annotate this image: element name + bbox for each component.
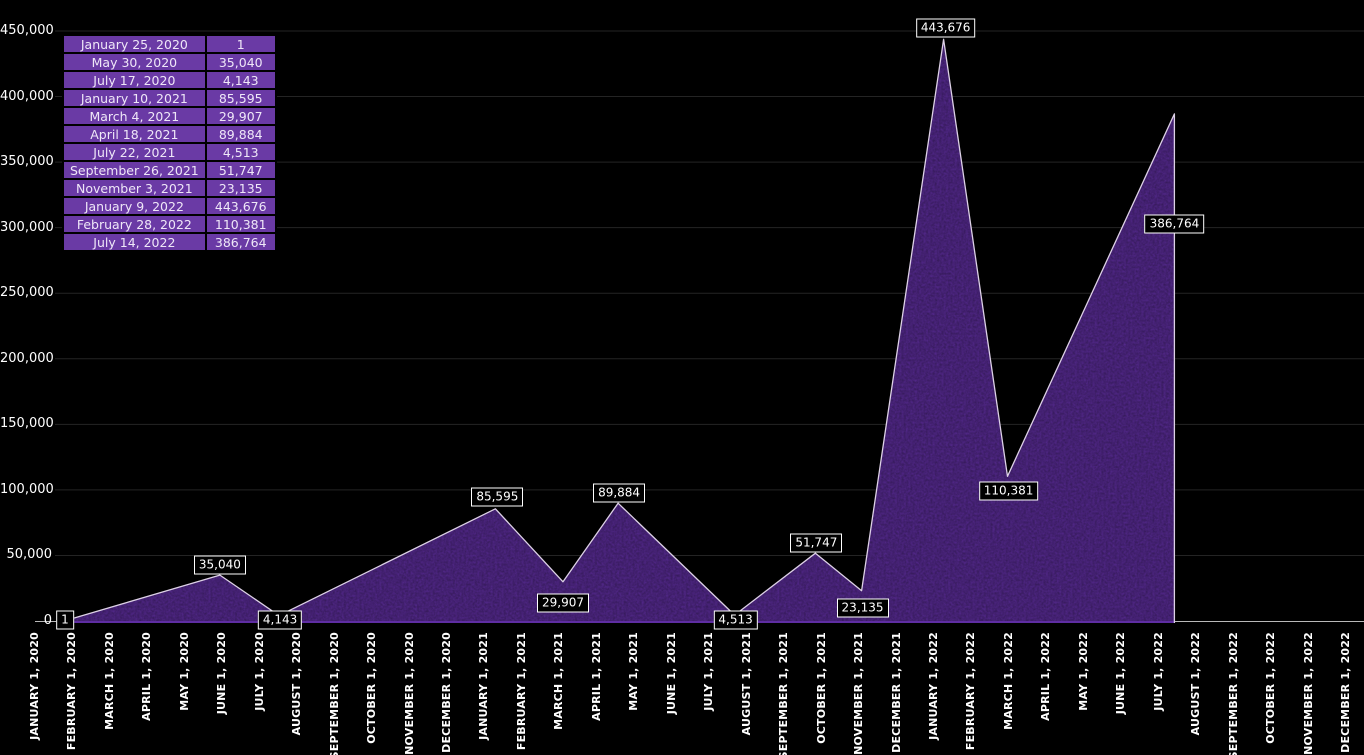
x-tick-label: SEPTEMBER 1, 2022 xyxy=(1226,632,1240,755)
table-row: March 4, 2021 29,907 xyxy=(62,106,277,126)
x-tick-label: MAY 1, 2020 xyxy=(177,632,191,711)
x-tick-label: AUGUST 1, 2021 xyxy=(739,632,753,736)
table-row: September 26, 2021 51,747 xyxy=(62,160,277,180)
x-tick-label: OCTOBER 1, 2022 xyxy=(1264,632,1278,744)
table-cell-date: January 25, 2020 xyxy=(62,34,207,54)
y-tick-label: 50,000 xyxy=(6,547,53,563)
y-tick-label: 400,000 xyxy=(0,88,54,104)
x-tick-label: MARCH 1, 2022 xyxy=(1001,632,1015,730)
x-tick-label: FEBRUARY 1, 2022 xyxy=(964,632,978,751)
data-point-label: 35,040 xyxy=(193,555,246,575)
data-point-label: 23,135 xyxy=(836,598,889,618)
y-tick-label: 150,000 xyxy=(0,416,54,432)
x-tick-label: JULY 1, 2022 xyxy=(1151,632,1165,711)
table-row: July 14, 2022 386,764 xyxy=(62,232,277,252)
data-point-label: 89,884 xyxy=(593,483,646,503)
table-cell-value: 51,747 xyxy=(204,160,277,180)
table-cell-date: July 17, 2020 xyxy=(62,70,207,90)
x-tick-label: JUNE 1, 2022 xyxy=(1114,632,1128,715)
data-point-label: 4,143 xyxy=(257,610,303,630)
data-point-label: 443,676 xyxy=(915,18,976,38)
table-cell-value: 4,513 xyxy=(204,142,277,162)
x-tick-label: FEBRUARY 1, 2021 xyxy=(514,632,528,751)
table-row: May 30, 2020 35,040 xyxy=(62,52,277,72)
x-tick-label: AUGUST 1, 2022 xyxy=(1189,632,1203,736)
x-tick-label: MAY 1, 2022 xyxy=(1076,632,1090,711)
y-tick-label: 300,000 xyxy=(0,219,54,235)
table-cell-date: July 22, 2021 xyxy=(62,142,207,162)
x-tick-label: JANUARY 1, 2021 xyxy=(477,632,491,740)
table-cell-value: 386,764 xyxy=(204,232,277,252)
table-cell-value: 443,676 xyxy=(204,196,277,216)
table-cell-value: 35,040 xyxy=(204,52,277,72)
x-tick-label: JUNE 1, 2021 xyxy=(664,632,678,715)
x-tick-label: APRIL 1, 2020 xyxy=(140,632,154,721)
table-cell-value: 23,135 xyxy=(204,178,277,198)
y-tick-label: 350,000 xyxy=(0,154,54,170)
data-point-label: 51,747 xyxy=(790,533,843,553)
x-tick-label: AUGUST 1, 2020 xyxy=(290,632,304,736)
x-tick-label: JULY 1, 2021 xyxy=(702,632,716,711)
table-cell-date: January 10, 2021 xyxy=(62,88,207,108)
table-cell-date: April 18, 2021 xyxy=(62,124,207,144)
table-cell-date: January 9, 2022 xyxy=(62,196,207,216)
x-tick-label: NOVEMBER 1, 2022 xyxy=(1301,632,1315,755)
x-tick-label: JANUARY 1, 2020 xyxy=(28,632,41,740)
data-point-label: 1 xyxy=(56,610,74,630)
table-row: July 22, 2021 4,513 xyxy=(62,142,277,162)
table-row: January 9, 2022 443,676 xyxy=(62,196,277,216)
table-cell-date: May 30, 2020 xyxy=(62,52,207,72)
data-table: January 25, 2020 1 May 30, 2020 35,040 July … xyxy=(62,34,277,252)
data-point-label: 4,513 xyxy=(713,610,758,630)
y-tick-label: 250,000 xyxy=(0,285,54,301)
table-cell-value: 29,907 xyxy=(204,106,277,126)
x-tick-label: SEPTEMBER 1, 2021 xyxy=(777,632,791,755)
table-cell-value: 85,595 xyxy=(204,88,277,108)
x-tick-label: JUNE 1, 2020 xyxy=(215,632,229,715)
data-point-label: 85,595 xyxy=(471,487,524,507)
x-tick-label: MAY 1, 2021 xyxy=(627,632,641,711)
table-cell-date: March 4, 2021 xyxy=(62,106,207,126)
x-tick-label: NOVEMBER 1, 2021 xyxy=(852,632,866,755)
table-cell-value: 110,381 xyxy=(204,214,277,234)
x-tick-label: OCTOBER 1, 2021 xyxy=(814,632,828,744)
table-cell-value: 89,884 xyxy=(204,124,277,144)
table-cell-value: 1 xyxy=(204,34,277,54)
table-cell-value: 4,143 xyxy=(204,70,277,90)
x-tick-label: NOVEMBER 1, 2020 xyxy=(402,632,416,755)
x-tick-label: FEBRUARY 1, 2020 xyxy=(65,632,79,751)
x-tick-label: MARCH 1, 2020 xyxy=(102,632,116,730)
table-row: November 3, 2021 23,135 xyxy=(62,178,277,198)
table-cell-date: September 26, 2021 xyxy=(62,160,207,180)
y-tick-label: 0 xyxy=(43,613,52,628)
table-row: April 18, 2021 89,884 xyxy=(62,124,277,144)
y-tick-label: 450,000 xyxy=(0,22,54,38)
table-cell-date: November 3, 2021 xyxy=(62,178,207,198)
x-tick-label: DECEMBER 1, 2022 xyxy=(1338,632,1352,753)
data-point-label: 386,764 xyxy=(1144,214,1205,234)
x-tick-label: JULY 1, 2020 xyxy=(252,632,266,711)
x-tick-label: SEPTEMBER 1, 2020 xyxy=(327,632,341,755)
data-point-label: 110,381 xyxy=(978,481,1039,501)
data-point-label: 29,907 xyxy=(537,593,590,613)
x-tick-label: APRIL 1, 2021 xyxy=(589,632,603,721)
table-cell-date: July 14, 2022 xyxy=(62,232,207,252)
table-row: January 25, 2020 1 xyxy=(62,34,277,54)
y-tick-label: 100,000 xyxy=(0,481,54,497)
x-tick-label: APRIL 1, 2022 xyxy=(1039,632,1053,721)
x-tick-label: DECEMBER 1, 2021 xyxy=(889,632,903,753)
x-tick-label: OCTOBER 1, 2020 xyxy=(365,632,379,744)
x-tick-label: JANUARY 1, 2022 xyxy=(926,632,940,740)
table-row: January 10, 2021 85,595 xyxy=(62,88,277,108)
table-row: July 17, 2020 4,143 xyxy=(62,70,277,90)
table-cell-date: February 28, 2022 xyxy=(62,214,207,234)
x-tick-label: MARCH 1, 2021 xyxy=(552,632,566,730)
table-row: February 28, 2022 110,381 xyxy=(62,214,277,234)
y-tick-label: 200,000 xyxy=(0,350,54,366)
x-tick-label: DECEMBER 1, 2020 xyxy=(440,632,454,753)
